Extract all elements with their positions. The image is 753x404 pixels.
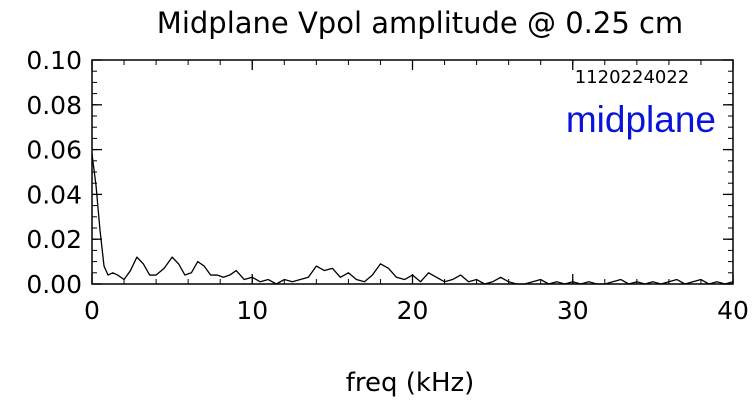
chart-title: Midplane Vpol amplitude @ 0.25 cm — [157, 6, 683, 40]
shot-number: 1120224022 — [575, 67, 690, 88]
x-axis-ticks: 0 10 20 30 40 — [84, 60, 749, 325]
plot-frame — [91, 59, 734, 285]
x-tick-label: 30 — [557, 296, 589, 325]
x-tick-label: 40 — [717, 296, 749, 325]
series-line — [91, 153, 734, 285]
x-tick-label: 20 — [397, 296, 429, 325]
y-tick-label: 0.10 — [26, 46, 82, 75]
y-tick-label: 0.06 — [26, 136, 82, 165]
y-tick-label: 0.08 — [26, 91, 82, 120]
x-axis-label: freq (kHz) — [346, 368, 475, 398]
y-tick-label: 0.00 — [26, 270, 82, 299]
y-tick-label: 0.04 — [26, 180, 82, 209]
y-tick-label: 0.02 — [26, 225, 82, 254]
x-tick-label: 10 — [236, 296, 268, 325]
midplane-label: midplane — [566, 99, 716, 140]
x-tick-label: 0 — [84, 296, 100, 325]
y-axis-ticks: 0.00 0.02 0.04 0.06 0.08 0.10 — [26, 46, 733, 299]
